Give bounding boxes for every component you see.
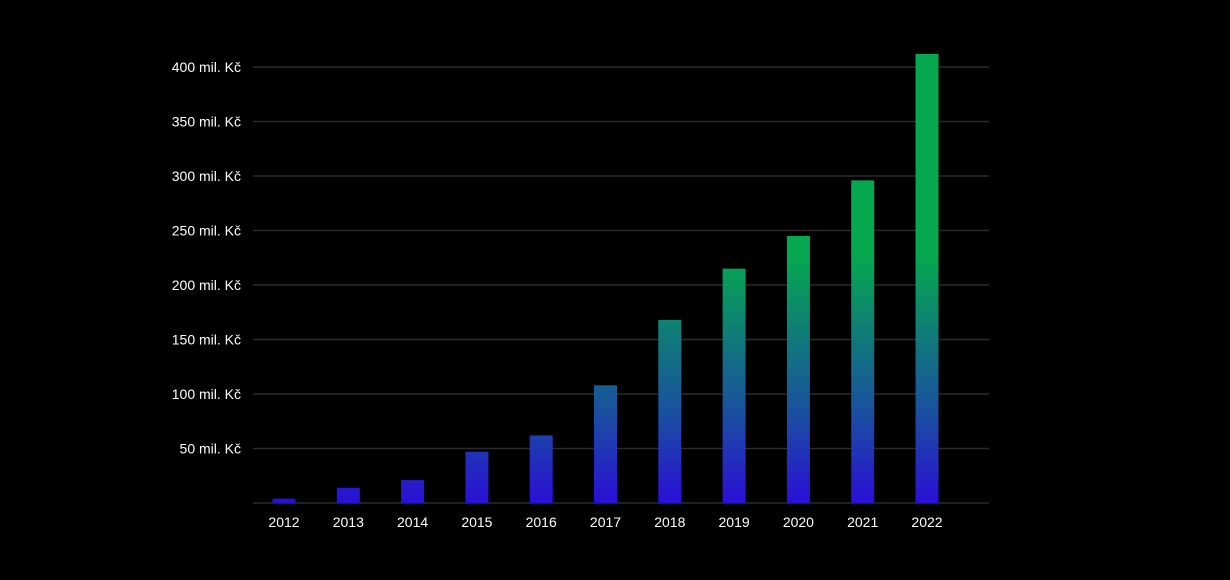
bar-2022 [915,53,939,504]
bar-2012 [272,498,296,503]
bar-2016 [529,435,553,503]
y-tick-label: 300 mil. Kč [172,168,241,184]
x-tick-label: 2020 [783,514,814,530]
gridlines [253,66,989,504]
y-tick-label: 200 mil. Kč [172,277,241,293]
y-tick-label: 250 mil. Kč [172,223,241,239]
x-tick-label: 2014 [397,514,428,530]
bar-2021 [851,180,875,504]
bar-2013 [336,487,360,503]
bars [272,53,939,504]
x-tick-label: 2021 [847,514,878,530]
y-tick-label: 100 mil. Kč [172,386,241,402]
bar-2020 [786,235,810,503]
x-tick-label: 2013 [333,514,364,530]
y-tick-label: 50 mil. Kč [180,441,241,457]
bar-2017 [594,385,617,503]
x-axis-tick-labels: 2012 2013 2014 2015 2016 2017 2018 2019 2020 2021… [268,514,942,530]
x-tick-label: 2016 [526,514,557,530]
y-axis-tick-labels: 50 mil. Kč 100 mil. Kč 150 mil. Kč 200 mil.… [172,59,241,457]
y-tick-label: 350 mil. Kč [172,114,241,130]
x-tick-label: 2015 [461,514,492,530]
x-tick-label: 2012 [268,514,299,530]
x-tick-label: 2018 [654,514,685,530]
bar-2019 [722,268,746,503]
bar-2015 [465,451,489,503]
x-tick-label: 2017 [590,514,621,530]
bar-2018 [658,319,682,503]
x-tick-label: 2019 [719,514,750,530]
x-tick-label: 2022 [911,514,942,530]
bar-2014 [401,480,425,503]
y-tick-label: 400 mil. Kč [172,59,241,75]
y-tick-label: 150 mil. Kč [172,332,241,348]
